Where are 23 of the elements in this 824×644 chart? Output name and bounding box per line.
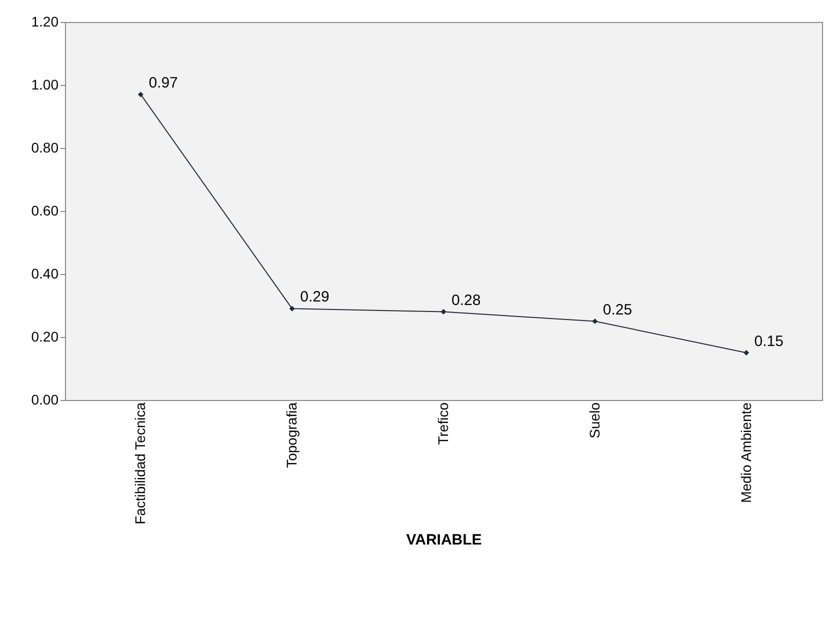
x-tick-label: Factibilidad Tecnica [132, 402, 148, 524]
y-tick-label: 0.60 [31, 202, 59, 218]
y-tick-label: 1.20 [31, 14, 59, 30]
data-label: 0.97 [148, 74, 178, 92]
point [138, 92, 144, 98]
data-label: 0.28 [452, 292, 481, 309]
x-tick-label: Suelo [586, 402, 602, 438]
point [592, 318, 598, 324]
y-tick-label: 0.80 [31, 140, 59, 156]
point [744, 350, 750, 356]
point [289, 306, 295, 312]
y-tick-label: 0.00 [31, 392, 59, 408]
x-axis-title: VARIABLE [406, 532, 482, 549]
y-tick-label: 0.20 [31, 328, 59, 344]
x-tick-label: Trefico [435, 402, 451, 445]
x-tick-label: Medio Ambiente [738, 402, 754, 503]
data-label: 0.15 [754, 332, 784, 350]
x-tick-label: Topografia [284, 402, 300, 468]
y-tick-label: 1.00 [31, 76, 59, 92]
point [440, 309, 446, 315]
y-tick-label: 0.40 [31, 266, 59, 282]
data-label: 0.29 [300, 288, 330, 306]
data-label: 0.25 [602, 301, 632, 318]
